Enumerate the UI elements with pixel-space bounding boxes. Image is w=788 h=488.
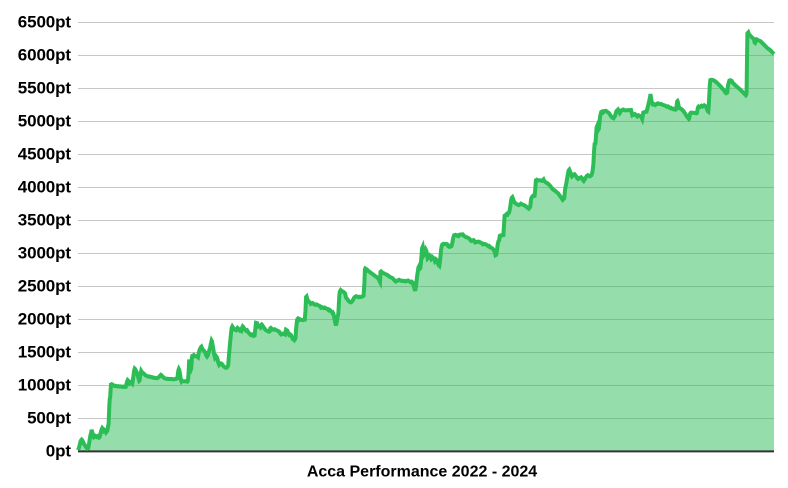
svg-text:500pt: 500pt <box>27 409 71 428</box>
svg-text:4500pt: 4500pt <box>18 145 72 164</box>
svg-text:6500pt: 6500pt <box>18 13 72 32</box>
svg-text:Acca Performance 2022 - 2024: Acca Performance 2022 - 2024 <box>307 464 537 481</box>
svg-text:6000pt: 6000pt <box>18 46 72 65</box>
svg-text:1500pt: 1500pt <box>18 343 72 362</box>
svg-text:5000pt: 5000pt <box>18 112 72 131</box>
svg-text:3000pt: 3000pt <box>18 244 72 263</box>
svg-text:2500pt: 2500pt <box>18 277 72 296</box>
svg-text:1000pt: 1000pt <box>18 376 72 395</box>
svg-text:0pt: 0pt <box>46 442 72 461</box>
svg-text:2000pt: 2000pt <box>18 310 72 329</box>
svg-text:3500pt: 3500pt <box>18 211 72 230</box>
svg-text:5500pt: 5500pt <box>18 79 72 98</box>
svg-text:4000pt: 4000pt <box>18 178 72 197</box>
